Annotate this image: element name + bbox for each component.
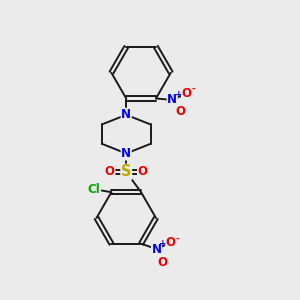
Text: O: O — [138, 165, 148, 178]
Text: N: N — [152, 242, 161, 256]
Text: Cl: Cl — [88, 183, 100, 196]
Text: +: + — [175, 90, 183, 99]
Text: -: - — [176, 234, 179, 243]
Text: N: N — [167, 93, 177, 106]
Text: -: - — [191, 85, 195, 94]
Text: S: S — [121, 164, 131, 179]
Text: +: + — [159, 239, 167, 248]
Text: O: O — [182, 87, 192, 100]
Text: O: O — [176, 105, 186, 118]
Text: O: O — [166, 236, 176, 249]
Text: O: O — [157, 256, 167, 269]
Text: N: N — [121, 147, 131, 160]
Text: N: N — [121, 108, 131, 121]
Text: O: O — [105, 165, 115, 178]
